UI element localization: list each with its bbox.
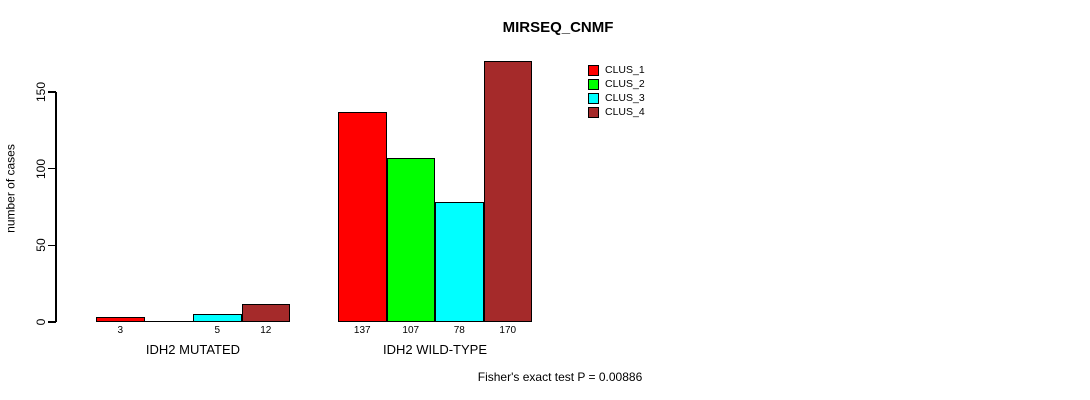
bar-clus-3-group2 (435, 202, 484, 322)
legend-swatch-icon (588, 65, 599, 76)
y-axis-tick-label: 50 (34, 238, 48, 253)
y-axis-line (55, 92, 57, 322)
legend-label: CLUS_3 (605, 92, 645, 104)
bar-clus-1-group2 (338, 112, 387, 322)
legend: CLUS_1 CLUS_2 CLUS_3 CLUS_4 (588, 65, 645, 121)
legend-row: CLUS_4 (588, 107, 645, 118)
bar-value-label: 170 (499, 325, 517, 336)
bar-value-label: 137 (353, 325, 371, 336)
legend-swatch-icon (588, 93, 599, 104)
bar-clus-2-group1-zero (144, 320, 193, 322)
y-axis-tick (48, 167, 56, 170)
fisher-test-annotation: Fisher's exact test P = 0.00886 (477, 370, 643, 384)
y-axis-label: number of cases (3, 144, 18, 233)
y-axis-tick (48, 91, 56, 93)
y-axis-tick-label: 100 (34, 158, 48, 179)
legend-label: CLUS_4 (605, 106, 645, 118)
chart-title: MIRSEQ_CNMF (502, 19, 614, 36)
bar-value-label: 12 (260, 325, 272, 336)
bar-clus-4-group1 (241, 304, 290, 322)
legend-row: CLUS_2 (588, 79, 645, 90)
legend-row: CLUS_3 (588, 93, 645, 104)
bar-value-label: 78 (453, 325, 465, 336)
category-label-group2: IDH2 WILD-TYPE (382, 342, 487, 357)
legend-label: CLUS_2 (605, 78, 645, 90)
legend-swatch-icon (588, 107, 599, 118)
bar-clus-3-group1 (193, 314, 242, 322)
bar-value-label: 107 (402, 325, 420, 336)
bar-value-label: 5 (214, 325, 221, 336)
legend-label: CLUS_1 (605, 64, 645, 76)
bar-clus-2-group2 (386, 158, 435, 322)
y-axis-tick-label: 0 (34, 318, 48, 326)
y-axis-tick (48, 244, 56, 247)
y-axis-tick (48, 321, 56, 323)
legend-row: CLUS_1 (588, 65, 645, 76)
bar-clus-4-group2 (483, 61, 532, 322)
bar-clus-1-group1 (96, 317, 145, 322)
y-axis-tick-label: 150 (34, 81, 48, 103)
legend-swatch-icon (588, 79, 599, 90)
category-label-group1: IDH2 MUTATED (145, 342, 241, 357)
bar-value-label: 3 (117, 325, 124, 336)
